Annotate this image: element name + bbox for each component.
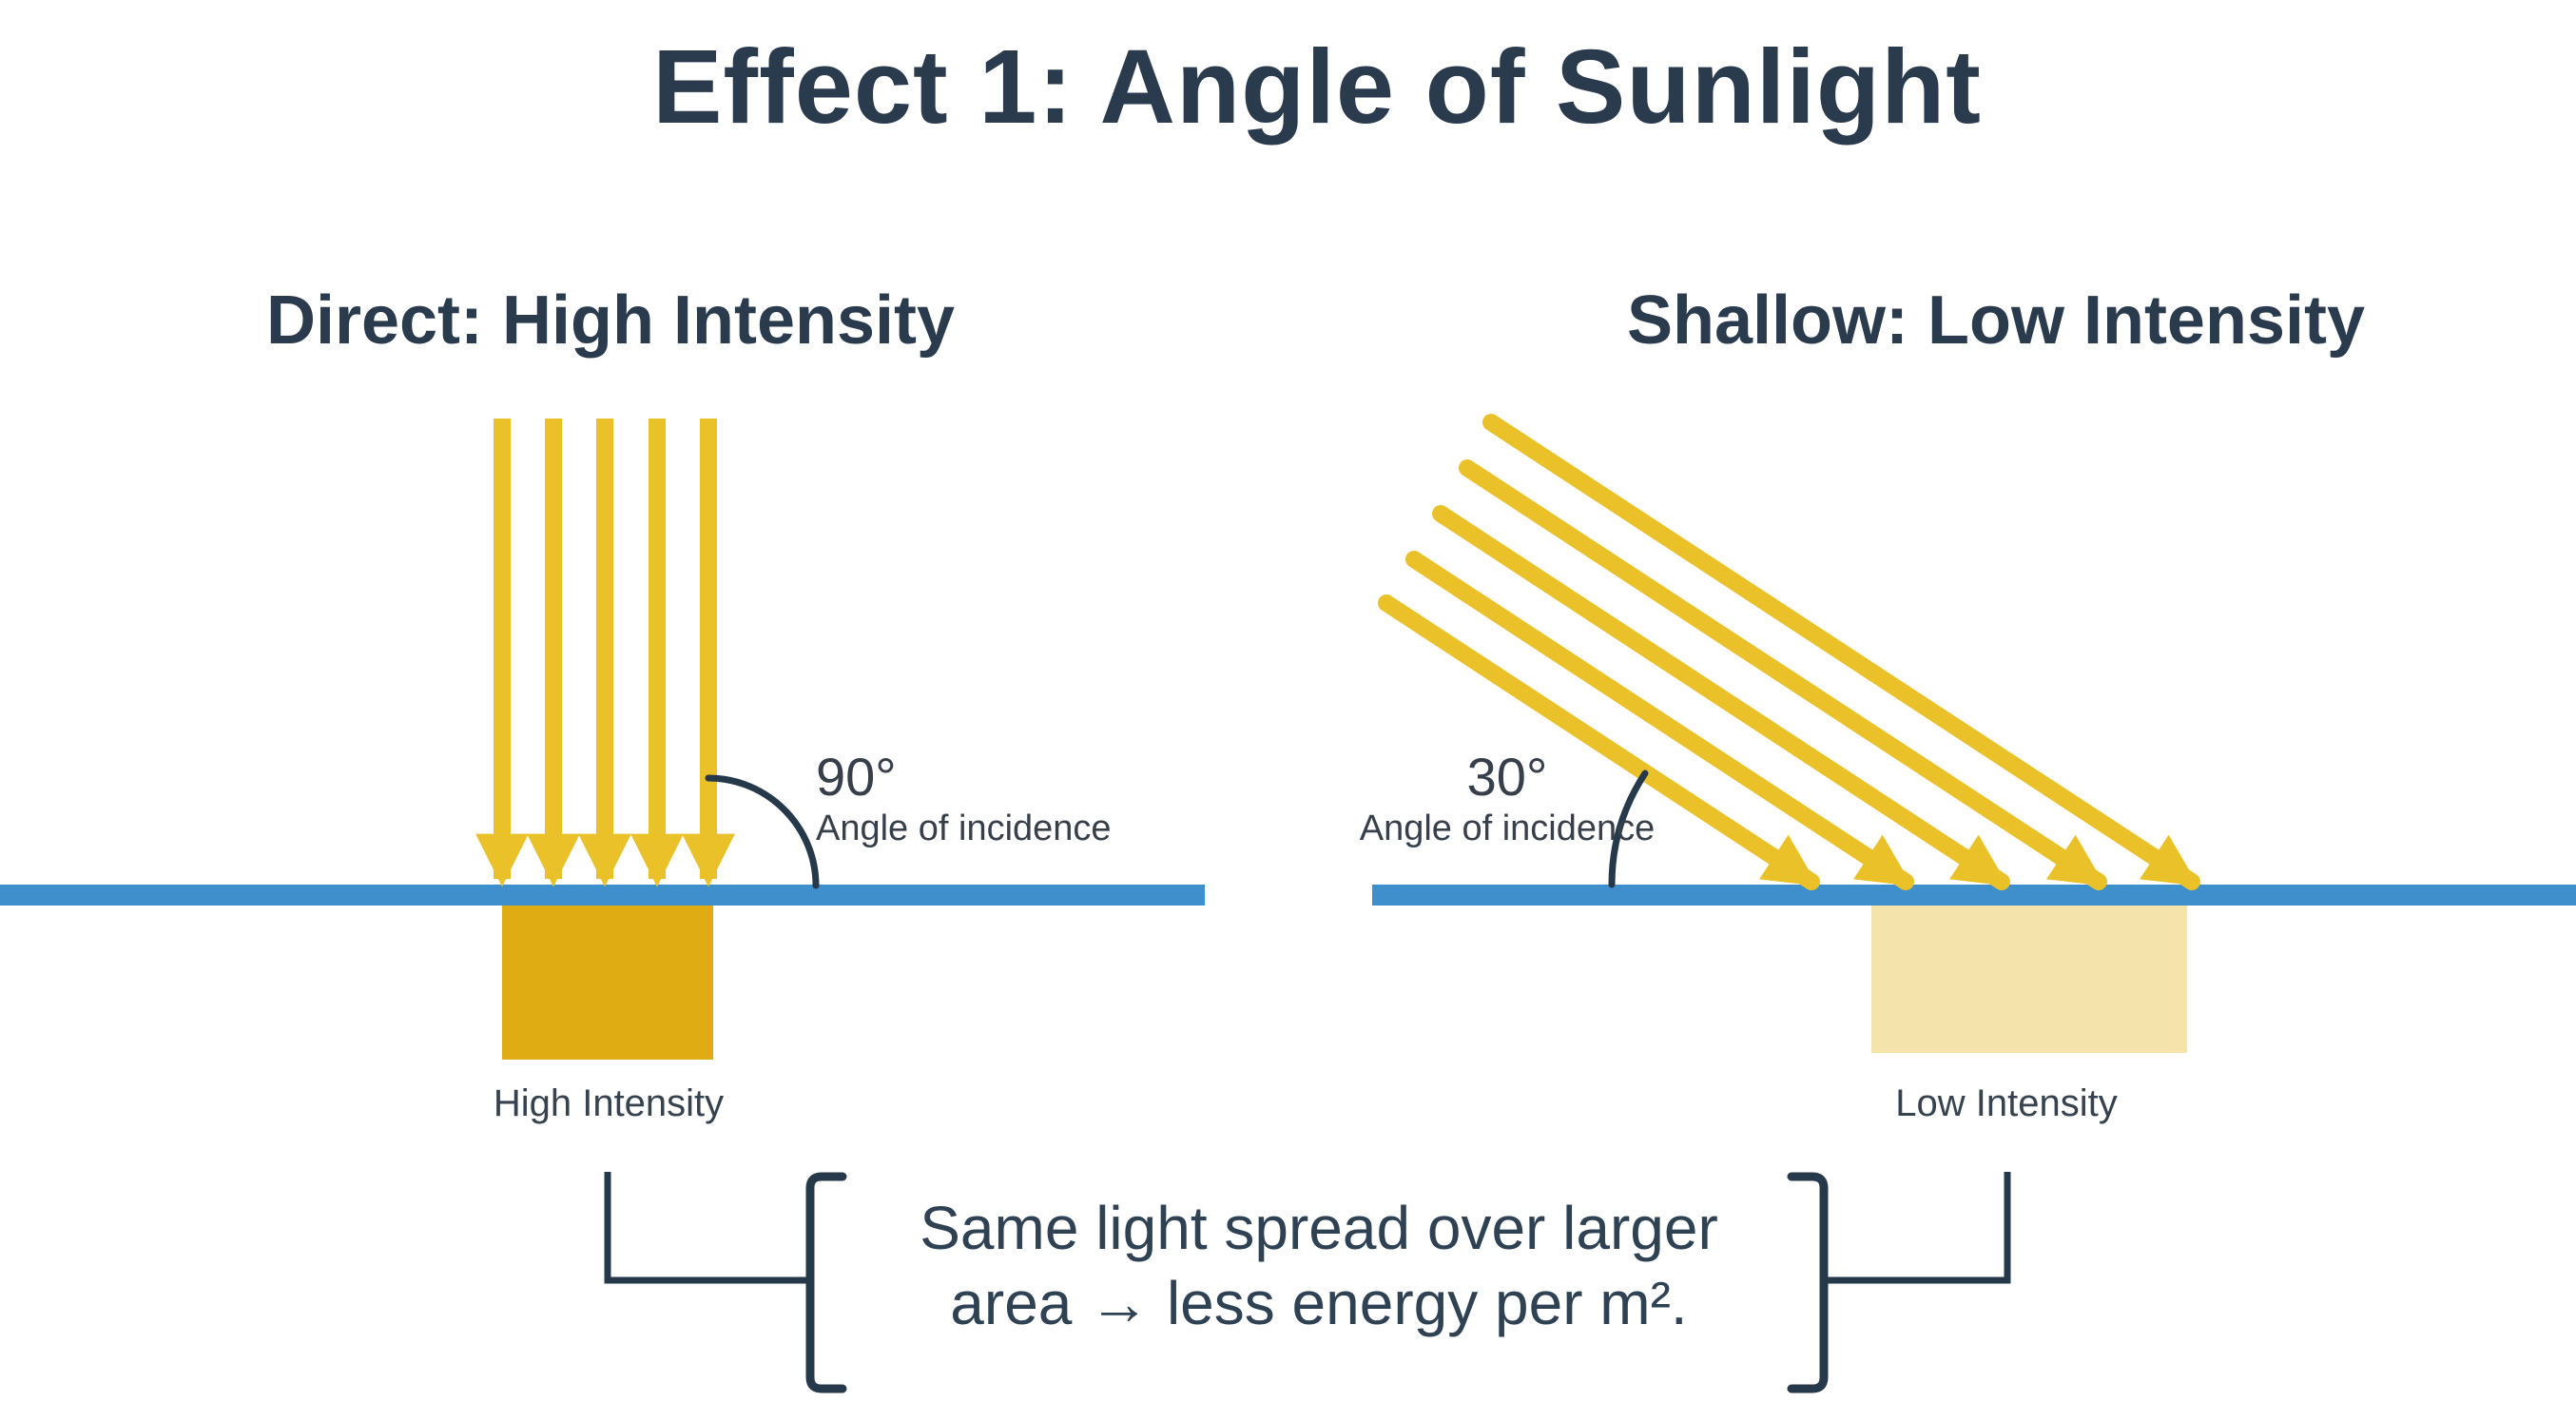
footnote-line-1: Same light spread over larger	[920, 1194, 1718, 1262]
angle-caption-right: Angle of incidence	[1359, 808, 1656, 848]
angle-value-30: 30°	[1466, 747, 1548, 807]
right-panel-heading: Shallow: Low Intensity	[1626, 282, 2366, 359]
low-intensity-patch	[1871, 906, 2187, 1053]
left-angle-callout: 90° Angle of incidence	[816, 748, 1112, 850]
angle-arc-30	[1608, 769, 1649, 888]
direct-sun-rays	[475, 419, 735, 887]
left-panel-heading: Direct: High Intensity	[265, 282, 956, 359]
sun-ray-arrow	[1405, 551, 1914, 890]
angle-arc-90	[705, 774, 820, 889]
shallow-sun-rays	[1378, 414, 2200, 890]
ground-line-left	[0, 885, 1205, 906]
sun-ray-arrow	[1432, 505, 2010, 890]
low-intensity-label: Low Intensity	[1895, 1082, 2118, 1124]
footnote: Same light spread over larger area → les…	[748, 1191, 1889, 1341]
connector-line-right	[1826, 1172, 2011, 1284]
sun-ray-arrow	[1482, 414, 2200, 890]
high-intensity-patch	[502, 906, 713, 1060]
footnote-line-2: area → less energy per m².	[950, 1269, 1688, 1337]
page-title: Effect 1: Angle of Sunlight	[652, 29, 1982, 146]
connector-line-left	[604, 1172, 808, 1284]
right-bracket	[1787, 1172, 1829, 1393]
high-intensity-label: High Intensity	[493, 1082, 725, 1124]
sun-ray-arrow	[1378, 594, 1820, 890]
right-angle-callout: 30° Angle of incidence	[1317, 748, 1697, 850]
sun-ray-arrow	[1459, 459, 2107, 890]
angle-caption-left: Angle of incidence	[816, 808, 1112, 848]
left-bracket	[805, 1172, 847, 1393]
ground-line-right	[1372, 885, 2576, 906]
angle-value-90: 90°	[816, 747, 897, 807]
